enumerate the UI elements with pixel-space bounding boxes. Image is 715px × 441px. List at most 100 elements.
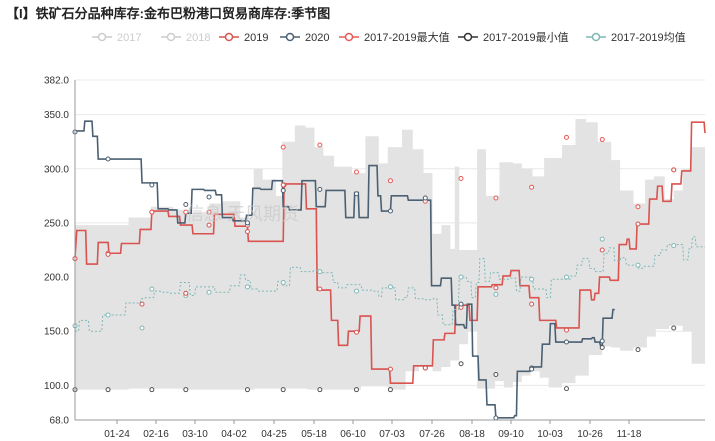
marker-min_points (353, 387, 359, 393)
marker-min_points (387, 387, 393, 393)
marker-min_points (563, 386, 569, 392)
legend-item-2020[interactable]: 2020 (280, 32, 329, 44)
marker-series_2020_points (317, 186, 323, 192)
marker-series_2019_points (105, 251, 111, 257)
marker-min_points (244, 387, 250, 393)
marker-min_points (317, 387, 323, 393)
marker-avg_points (493, 291, 499, 297)
marker-series_2019_points (353, 329, 359, 335)
marker-avg_points (387, 284, 393, 290)
marker-series_2020_points (206, 194, 212, 200)
marker-min_points (183, 387, 189, 393)
marker-max_points (183, 209, 189, 215)
marker-min_points (458, 361, 464, 367)
legend-label: 2018 (186, 32, 210, 44)
marker-series_2020_points (387, 208, 393, 214)
y-tick-label: 68.0 (50, 416, 70, 427)
marker-avg_points (353, 288, 359, 294)
marker-min_points (149, 387, 155, 393)
marker-min_points (671, 325, 677, 331)
marker-series_2019_points (563, 327, 569, 333)
legend-item-2017-2019最小值[interactable]: 2017-2019最小值 (458, 31, 569, 44)
legend-marker (97, 32, 107, 42)
marker-series_2020_points (149, 182, 155, 188)
marker-series_2020_points (280, 187, 286, 193)
legend-item-2019[interactable]: 2019 (219, 32, 268, 44)
marker-series_2019_points (529, 301, 535, 307)
marker-avg_points (149, 286, 155, 292)
x-tick-label: 05-18 (301, 429, 327, 440)
marker-min_points (599, 344, 605, 350)
marker-avg_points (458, 274, 464, 280)
x-axis: 01-24 02-16 03-10 04-02 04-25 05-18 06-10 07-03… (75, 419, 705, 440)
y-tick-label: 150.0 (44, 327, 69, 338)
legend-item-2017-2019均值[interactable]: 2017-2019均值 (586, 31, 686, 44)
x-tick-label: 06-10 (340, 429, 366, 440)
marker-max_points (599, 137, 605, 143)
marker-series_2020_points (183, 202, 189, 208)
marker-series_2019_points (280, 182, 286, 188)
marker-series_2020_points (529, 366, 535, 372)
legend-label: 2017 (117, 32, 141, 44)
marker-avg_points (563, 274, 569, 280)
marker-avg_points (671, 243, 677, 249)
series-line-2020 (75, 120, 615, 419)
marker-avg_points (206, 289, 212, 295)
marker-series_2020_points (353, 191, 359, 197)
y-axis: 68.0 100.0 150.0 200.0 250.0 300.0 350.0 382.0 (44, 76, 76, 427)
marker-avg_points (280, 279, 286, 285)
marker-min_points (105, 387, 111, 393)
marker-series_2019_points (244, 229, 250, 235)
marker-series_2020_points (493, 415, 499, 421)
marker-series_2019_points (183, 290, 189, 296)
marker-avg_points (244, 284, 250, 290)
legend-item-2018[interactable]: 2018 (161, 32, 210, 44)
legend-item-2017-2019最大值[interactable]: 2017-2019最大值 (339, 30, 450, 44)
y-tick-label: 350.0 (44, 110, 69, 121)
range-band (75, 118, 705, 390)
marker-max_points (353, 169, 359, 175)
legend-label: 2019 (244, 32, 268, 44)
marker-max_points (493, 195, 499, 201)
marker-series_2019_points (422, 365, 428, 371)
marker-max_points (529, 184, 535, 190)
y-tick-label: 100.0 (44, 381, 69, 392)
x-tick-label: 07-03 (379, 429, 405, 440)
series-lines (74, 120, 706, 419)
legend-label: 2017-2019均值 (611, 31, 686, 44)
x-tick-label: 11-18 (617, 429, 642, 440)
marker-series_2019_points (317, 286, 323, 292)
legend-marker (591, 32, 601, 42)
x-tick-label: 04-25 (261, 429, 287, 440)
marker-series_2019_points (493, 285, 499, 291)
marker-series_2020_points (105, 156, 111, 162)
marker-series_2020_points (599, 338, 605, 344)
marker-avg_points (529, 276, 535, 282)
x-tick-label: 08-18 (459, 429, 485, 440)
marker-min_points (493, 372, 499, 378)
legend-marker (166, 32, 176, 42)
marker-min_points (635, 347, 641, 353)
chart-title: 【I】铁矿石分品种库存:金布巴粉港口贸易商库存:季节图 (6, 6, 331, 21)
marker-avg_points (105, 312, 111, 318)
marker-max_points (458, 176, 464, 182)
series-markers (72, 129, 677, 421)
x-tick-label: 04-02 (221, 429, 247, 440)
legend-label: 2017-2019最小值 (483, 31, 569, 44)
marker-max_points (317, 142, 323, 148)
marker-max_points (280, 144, 286, 150)
range-band-area (75, 118, 705, 390)
x-tick-label: 07-26 (419, 429, 445, 440)
marker-series_2019_points (149, 209, 155, 215)
legend-marker (285, 32, 295, 42)
x-tick-label: 10-26 (577, 429, 603, 440)
marker-series_2020_points (458, 301, 464, 307)
legend-item-2017[interactable]: 2017 (92, 32, 141, 44)
marker-avg_points (139, 325, 145, 331)
marker-series_2020_points (422, 195, 428, 201)
marker-avg_points (635, 262, 641, 268)
y-tick-label: 382.0 (44, 76, 69, 87)
marker-avg_points (599, 236, 605, 242)
legend[interactable]: 2017 2018 2019 2020 2017-2019最大值 2017-2019最小值… (92, 30, 686, 44)
